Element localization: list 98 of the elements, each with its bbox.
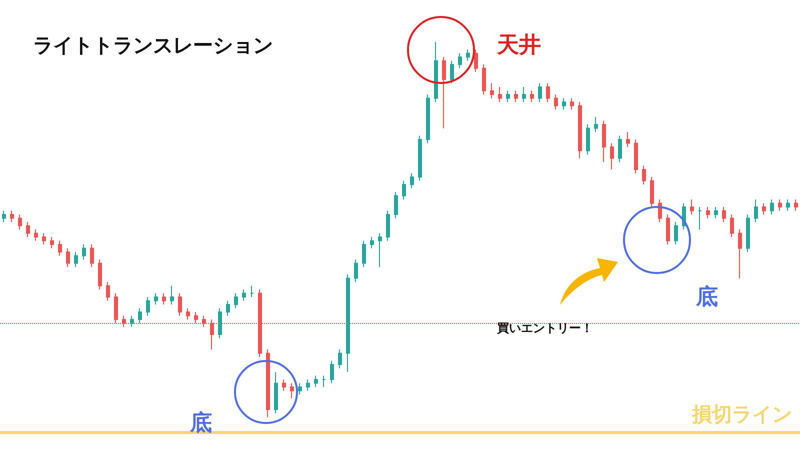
candlestick [642,165,646,185]
candlestick [426,94,430,144]
candlestick [466,49,470,62]
candlestick [26,222,30,238]
candlestick [770,199,774,215]
candlestick [506,90,510,102]
candlestick [754,199,758,222]
candlestick [386,210,390,242]
candlestick [666,214,670,245]
candlestick [138,308,142,324]
candlestick [322,375,326,388]
candlestick [474,49,478,72]
candlestick [250,285,254,298]
candlestick [234,292,238,309]
candlestick [42,232,46,245]
candlestick [162,292,166,305]
candlestick [554,94,558,110]
candlestick [546,82,550,102]
candlestick [618,135,622,162]
candlestick [290,382,294,399]
candlestick [306,379,310,392]
candlestick [570,98,574,110]
annotation: 底 [696,284,718,312]
candlestick [58,240,62,256]
candlestick [746,214,750,252]
candlestick [730,214,734,238]
candlestick [634,139,638,174]
candlestick [610,142,614,170]
candlestick [482,64,486,95]
candlestick [498,86,502,102]
candlestick [562,98,566,110]
candlestick [442,56,446,129]
candlestick [170,285,174,305]
candlestick [282,379,286,392]
candlestick [154,292,158,305]
candlestick [346,274,350,372]
candlestick [330,360,334,384]
candlestick [146,296,150,316]
candlestick [74,252,78,268]
candlestick [266,349,270,418]
chart-title: ライトトランスレーション [33,33,273,57]
candlestick [626,132,630,148]
candlestick [338,349,342,369]
candlestick [354,259,358,282]
candlestick [226,300,230,316]
candlestick [786,199,790,212]
candlestick [394,192,398,219]
candlestick [90,244,94,268]
candlestick [714,206,718,219]
candlestick [18,214,22,230]
candlestick [794,199,798,212]
candlestick [50,236,54,249]
candlestick [690,199,694,215]
annotation: 買いエントリー！ [497,320,593,337]
candlestick [514,90,518,102]
candlestick [762,202,766,215]
candlestick [450,60,454,84]
ref-line-label: 損切ライン [691,402,792,426]
candlestick [706,206,710,219]
annotation: 天井 [497,32,541,60]
candlestick [242,289,246,302]
annotation: 底 [190,410,212,438]
candlestick [778,199,782,212]
candlestick [66,248,70,268]
candlestick [314,375,318,388]
candlestick [674,222,678,245]
candlestick [738,229,742,279]
candlestick [10,210,14,222]
candlestick [434,42,438,102]
candlestick [522,86,526,102]
candlestick [722,206,726,222]
candlestick [34,229,38,242]
candlestick [2,210,6,222]
candlestick [538,82,542,102]
candlestick [98,259,102,290]
candlestick [602,120,606,162]
candlestick [578,102,582,159]
candlestick [410,172,414,189]
candlestick [418,135,422,182]
candlestick [218,308,222,339]
candlestick [698,206,702,230]
candlestick [458,52,462,69]
candlestick [362,240,366,268]
candlestick [178,292,182,316]
candlestick [106,282,110,302]
candlestick [530,90,534,102]
candlestick [594,116,598,132]
candlestick [586,124,590,155]
candlestick [274,372,278,414]
candlestick [82,244,86,260]
candlestick [402,180,406,200]
candlestick [298,382,302,395]
candlestick [370,236,374,249]
candlestick [490,82,494,99]
candlestick [130,315,134,328]
candlestick [378,232,382,268]
candlestick [650,176,654,208]
candlestick [186,308,190,320]
